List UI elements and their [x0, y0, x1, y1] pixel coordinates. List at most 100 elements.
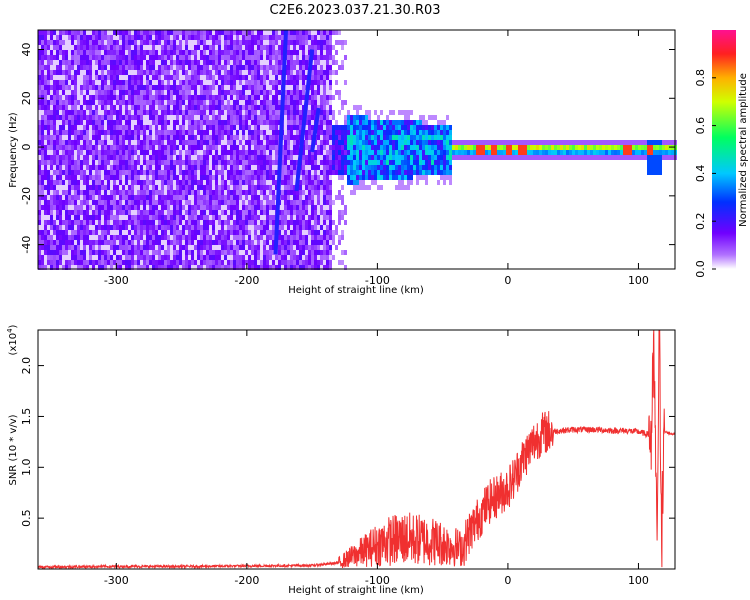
spectrogram-cell	[71, 35, 74, 40]
spectrogram-cell	[44, 175, 47, 180]
spectrogram-cell	[185, 30, 188, 35]
spectrogram-cell	[266, 225, 269, 230]
spectrogram-cell	[182, 140, 185, 145]
spectrogram-cell	[290, 55, 293, 60]
spectrogram-cell	[305, 155, 308, 160]
spectrogram-cell	[377, 135, 380, 140]
spectrogram-cell	[50, 135, 53, 140]
spectrogram-cell	[173, 165, 176, 170]
spectrogram-cell	[164, 260, 167, 265]
spectrogram-cell	[317, 60, 320, 65]
spectrogram-cell	[314, 190, 317, 195]
spectrogram-cell	[98, 80, 101, 85]
spectrogram-cell	[206, 185, 209, 190]
spectrogram-cell	[269, 95, 272, 100]
spectrogram-cell	[251, 140, 254, 145]
spectrogram-cell	[59, 175, 62, 180]
spectrogram-cell	[311, 195, 314, 200]
spectrogram-cell	[209, 35, 212, 40]
spectrogram-cell	[137, 260, 140, 265]
spectrogram-cell	[68, 225, 71, 230]
spectrogram-cell	[143, 85, 146, 90]
spectrogram-cell	[104, 115, 107, 120]
spectrogram-cell	[308, 165, 311, 170]
spectrogram-cell	[56, 240, 59, 245]
spectrogram-cell	[149, 225, 152, 230]
spectrogram-cell	[374, 160, 377, 165]
spectrogram-cell	[221, 125, 224, 130]
spectrogram-cell	[137, 190, 140, 195]
spectrogram-cell	[371, 125, 374, 130]
spectrogram-cell	[164, 235, 167, 240]
spectrogram-cell	[281, 55, 284, 60]
spectrogram-cell	[305, 185, 308, 190]
spectrogram-cell	[152, 30, 155, 35]
spectrogram-cell	[173, 200, 176, 205]
spectrogram-cell	[323, 215, 326, 220]
spectrogram-cell	[275, 185, 278, 190]
spectrogram-cell	[365, 125, 368, 130]
spectrogram-cell	[155, 255, 158, 260]
spectrogram-cell	[269, 85, 272, 90]
spectrogram-cell	[206, 195, 209, 200]
spectrogram-cell	[140, 130, 143, 135]
spectrogram-cell	[122, 210, 125, 215]
spectrogram-cell	[146, 40, 149, 45]
spectrogram-cell	[59, 60, 62, 65]
spectrogram-cell	[155, 250, 158, 255]
spectrogram-cell	[80, 40, 83, 45]
spectrogram-cell	[251, 210, 254, 215]
spectrogram-cell	[293, 185, 296, 190]
spectrogram-cell	[293, 205, 296, 210]
spectrogram-cell	[38, 105, 41, 110]
spectrogram-cell	[194, 260, 197, 265]
spectrogram-cell	[224, 150, 227, 155]
spectrogram-cell	[224, 35, 227, 40]
spectrogram-cell	[290, 165, 293, 170]
spectrogram-cell	[230, 200, 233, 205]
spectrogram-cell	[116, 50, 119, 55]
spectrogram-cell	[86, 120, 89, 125]
spectrogram-cell	[134, 155, 137, 160]
spectrogram-cell	[95, 170, 98, 175]
spectrogram-cell	[215, 165, 218, 170]
spectrogram-cell	[239, 265, 242, 270]
spectrogram-cell	[242, 55, 245, 60]
spectrogram-cell	[308, 120, 311, 125]
spectrogram-cell	[104, 170, 107, 175]
spectrogram-cell	[77, 80, 80, 85]
spectrogram-cell	[146, 205, 149, 210]
spectrogram-cell	[62, 35, 65, 40]
spectrogram-cell	[101, 155, 104, 160]
spectrogram-cell	[317, 45, 320, 50]
spectrogram-cell	[269, 40, 272, 45]
spectrogram-cell	[155, 230, 158, 235]
spectrogram-cell	[260, 50, 263, 55]
spectrogram-cell	[329, 225, 332, 230]
spectrogram-cell	[155, 55, 158, 60]
spectrogram-cell	[248, 210, 251, 215]
spectrogram-cell	[245, 170, 248, 175]
spectrogram-cell	[113, 80, 116, 85]
spectrogram-cell	[149, 200, 152, 205]
spectrogram-cell	[326, 95, 329, 100]
spectrogram-cell	[158, 40, 161, 45]
spectrogram-cell	[212, 200, 215, 205]
spectrogram-cell	[284, 130, 287, 135]
spectrogram-cell	[158, 205, 161, 210]
spectrogram-cell	[173, 175, 176, 180]
spectrogram-cell	[281, 40, 284, 45]
spectrogram-cell	[266, 135, 269, 140]
spectrogram-cell	[200, 195, 203, 200]
spectrogram-cell	[329, 175, 332, 180]
spectrogram-cell	[206, 140, 209, 145]
spectrogram-cell	[74, 50, 77, 55]
spectrogram-cell	[185, 110, 188, 115]
spectrogram-cell	[128, 55, 131, 60]
spectrogram-cell	[125, 240, 128, 245]
spectrogram-cell	[44, 115, 47, 120]
spectrogram-cell	[146, 130, 149, 135]
spectrogram-cell	[164, 40, 167, 45]
spectrogram-cell	[248, 105, 251, 110]
spectrogram-cell	[71, 125, 74, 130]
